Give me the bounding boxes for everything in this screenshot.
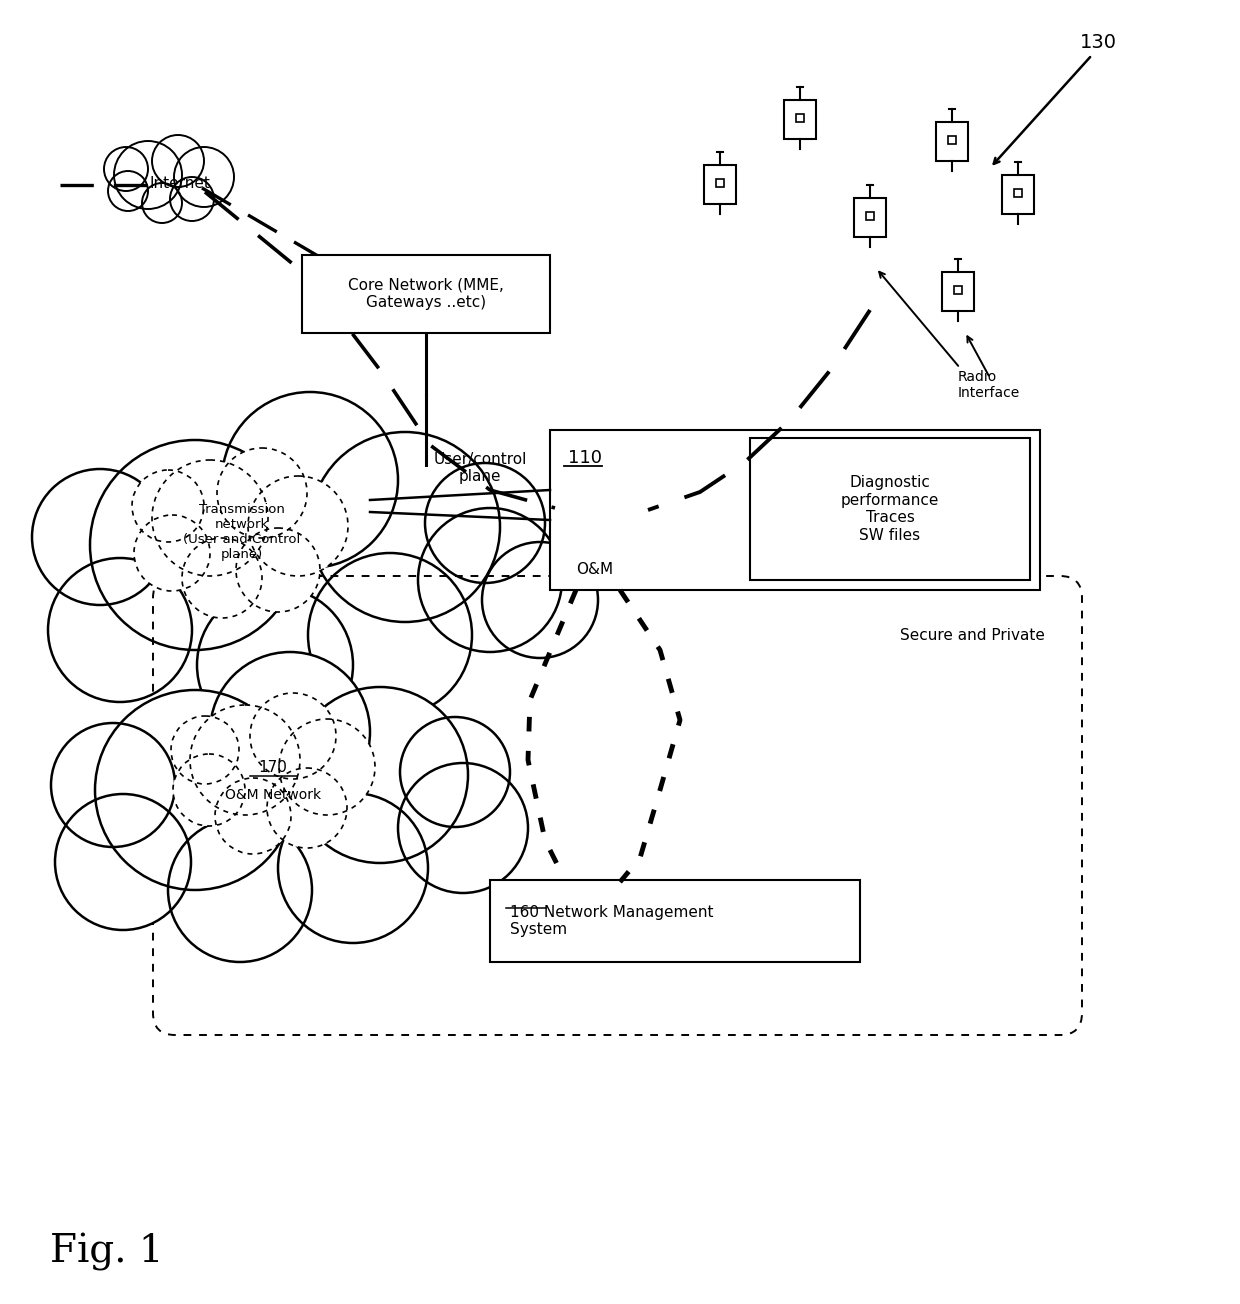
Circle shape xyxy=(153,460,268,576)
Circle shape xyxy=(398,763,528,893)
Circle shape xyxy=(55,794,191,930)
Circle shape xyxy=(197,587,353,743)
Circle shape xyxy=(134,515,210,591)
Circle shape xyxy=(143,183,182,223)
Circle shape xyxy=(279,719,374,815)
Circle shape xyxy=(108,171,148,211)
Circle shape xyxy=(95,690,295,891)
Text: Diagnostic
performance
Traces
SW files: Diagnostic performance Traces SW files xyxy=(841,476,939,542)
Circle shape xyxy=(308,553,472,717)
FancyBboxPatch shape xyxy=(954,286,962,295)
Circle shape xyxy=(418,509,562,652)
Circle shape xyxy=(170,177,215,220)
FancyBboxPatch shape xyxy=(1013,189,1022,197)
Text: Fig. 1: Fig. 1 xyxy=(50,1234,164,1271)
Text: Internet: Internet xyxy=(150,176,211,190)
FancyBboxPatch shape xyxy=(750,438,1030,580)
FancyBboxPatch shape xyxy=(715,179,724,188)
Text: 160 Network Management
System: 160 Network Management System xyxy=(510,905,713,938)
FancyBboxPatch shape xyxy=(1002,175,1034,214)
Circle shape xyxy=(236,528,320,612)
Circle shape xyxy=(114,141,182,209)
Circle shape xyxy=(171,716,239,784)
Text: O&M Network: O&M Network xyxy=(224,788,321,802)
Circle shape xyxy=(250,692,336,778)
Circle shape xyxy=(278,793,428,943)
Circle shape xyxy=(182,539,262,618)
Circle shape xyxy=(425,463,546,583)
Circle shape xyxy=(267,768,347,848)
FancyBboxPatch shape xyxy=(936,123,967,162)
Text: 170: 170 xyxy=(259,760,288,776)
Circle shape xyxy=(222,393,398,569)
Text: 110: 110 xyxy=(568,449,601,467)
FancyBboxPatch shape xyxy=(796,113,805,123)
Text: Radio
Interface: Radio Interface xyxy=(959,370,1021,400)
FancyBboxPatch shape xyxy=(866,211,874,220)
Text: Core Network (MME,
Gateways ..etc): Core Network (MME, Gateways ..etc) xyxy=(348,278,503,310)
FancyBboxPatch shape xyxy=(490,880,861,962)
Circle shape xyxy=(310,432,500,622)
FancyBboxPatch shape xyxy=(947,136,956,145)
FancyBboxPatch shape xyxy=(785,100,816,140)
FancyBboxPatch shape xyxy=(942,273,973,312)
FancyBboxPatch shape xyxy=(704,166,735,205)
Circle shape xyxy=(51,722,175,848)
Circle shape xyxy=(210,652,370,812)
Circle shape xyxy=(91,439,300,649)
Circle shape xyxy=(248,476,348,576)
Circle shape xyxy=(174,147,234,207)
FancyBboxPatch shape xyxy=(303,256,551,333)
Circle shape xyxy=(104,147,148,190)
Text: Transmission
network
(User and Control
plane): Transmission network (User and Control p… xyxy=(184,503,300,561)
Circle shape xyxy=(167,818,312,962)
Circle shape xyxy=(131,469,205,542)
Circle shape xyxy=(482,542,598,659)
FancyBboxPatch shape xyxy=(854,198,885,237)
Text: User/control
plane: User/control plane xyxy=(433,451,527,484)
Circle shape xyxy=(32,469,167,605)
Circle shape xyxy=(48,558,192,702)
Circle shape xyxy=(401,717,510,827)
Text: O&M: O&M xyxy=(577,562,613,578)
FancyBboxPatch shape xyxy=(551,430,1040,589)
Text: Secure and Private: Secure and Private xyxy=(900,629,1045,643)
Circle shape xyxy=(190,705,300,815)
Circle shape xyxy=(153,136,205,186)
Circle shape xyxy=(217,449,308,539)
Circle shape xyxy=(174,754,246,825)
Text: 130: 130 xyxy=(1080,33,1117,51)
Circle shape xyxy=(215,778,291,854)
Circle shape xyxy=(291,687,467,863)
